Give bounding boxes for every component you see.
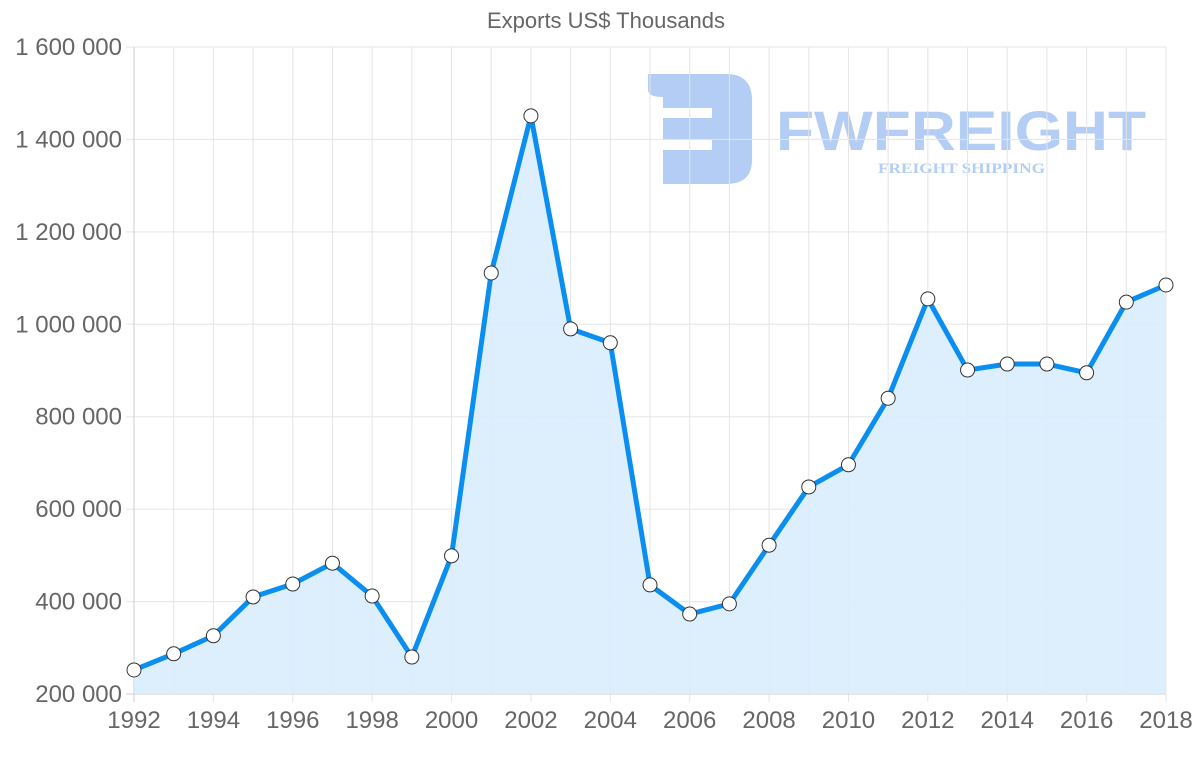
data-point-marker — [205, 628, 221, 644]
data-point-marker — [126, 662, 142, 678]
y-tick-label: 1 400 000 — [15, 126, 122, 153]
y-axis-labels: 200 000 400 000 600 000 800 000 1 000 000 1 2… — [15, 34, 122, 708]
data-point-marker — [1158, 277, 1174, 293]
data-point-marker — [1039, 356, 1055, 372]
y-tick-label: 1 600 000 — [15, 34, 122, 61]
data-point-marker — [801, 479, 817, 495]
x-tick-label: 2000 — [425, 707, 478, 734]
watermark-brand-text: FWFREIGHT — [776, 99, 1146, 162]
x-tick-label: 1998 — [345, 707, 398, 734]
series-data-points — [126, 108, 1174, 678]
x-tick-label: 2004 — [584, 707, 637, 734]
data-point-marker — [840, 457, 856, 473]
x-tick-label: 2012 — [901, 707, 954, 734]
x-tick-label: 2016 — [1060, 707, 1113, 734]
x-tick-label: 1994 — [187, 707, 240, 734]
data-point-marker — [960, 362, 976, 378]
data-point-marker — [761, 537, 777, 553]
watermark-tagline-text: FREIGHT SHIPPING — [878, 161, 1045, 177]
x-tick-label: 1996 — [266, 707, 319, 734]
data-point-marker — [166, 646, 182, 662]
data-point-marker — [563, 321, 579, 337]
x-tick-label: 2002 — [504, 707, 557, 734]
data-point-marker — [404, 649, 420, 665]
data-point-marker — [444, 548, 460, 564]
series-area-fill — [134, 115, 1166, 695]
data-point-marker — [642, 577, 658, 593]
data-point-marker — [999, 356, 1015, 372]
data-point-marker — [880, 390, 896, 406]
y-tick-label: 200 000 — [35, 681, 122, 708]
fwfreight-logo-icon — [648, 74, 752, 184]
data-point-marker — [721, 596, 737, 612]
data-point-marker — [483, 265, 499, 281]
x-tick-label: 2018 — [1139, 707, 1192, 734]
data-point-marker — [682, 606, 698, 622]
chart-title: Exports US$ Thousands — [486, 8, 726, 33]
data-point-marker — [324, 555, 340, 571]
y-tick-label: 600 000 — [35, 496, 122, 523]
data-point-marker — [364, 588, 380, 604]
data-point-marker — [1118, 294, 1134, 310]
y-tick-label: 400 000 — [35, 589, 122, 616]
data-point-marker — [1079, 365, 1095, 381]
x-tick-label: 2008 — [742, 707, 795, 734]
x-tick-label: 2014 — [981, 707, 1034, 734]
y-tick-label: 1 000 000 — [15, 311, 122, 338]
data-point-marker — [602, 335, 618, 351]
data-point-marker — [920, 291, 936, 307]
x-tick-label: 1992 — [107, 707, 160, 734]
y-tick-label: 800 000 — [35, 404, 122, 431]
area-fill — [134, 115, 1166, 695]
y-tick-label: 1 200 000 — [15, 219, 122, 246]
data-point-marker — [523, 108, 539, 124]
data-point-marker — [245, 589, 261, 605]
x-tick-label: 2006 — [663, 707, 716, 734]
x-axis-labels: 1992 1994 1996 1998 2000 2002 2004 2006 2008 2010… — [107, 707, 1192, 734]
x-tick-label: 2010 — [822, 707, 875, 734]
data-point-marker — [285, 576, 301, 592]
